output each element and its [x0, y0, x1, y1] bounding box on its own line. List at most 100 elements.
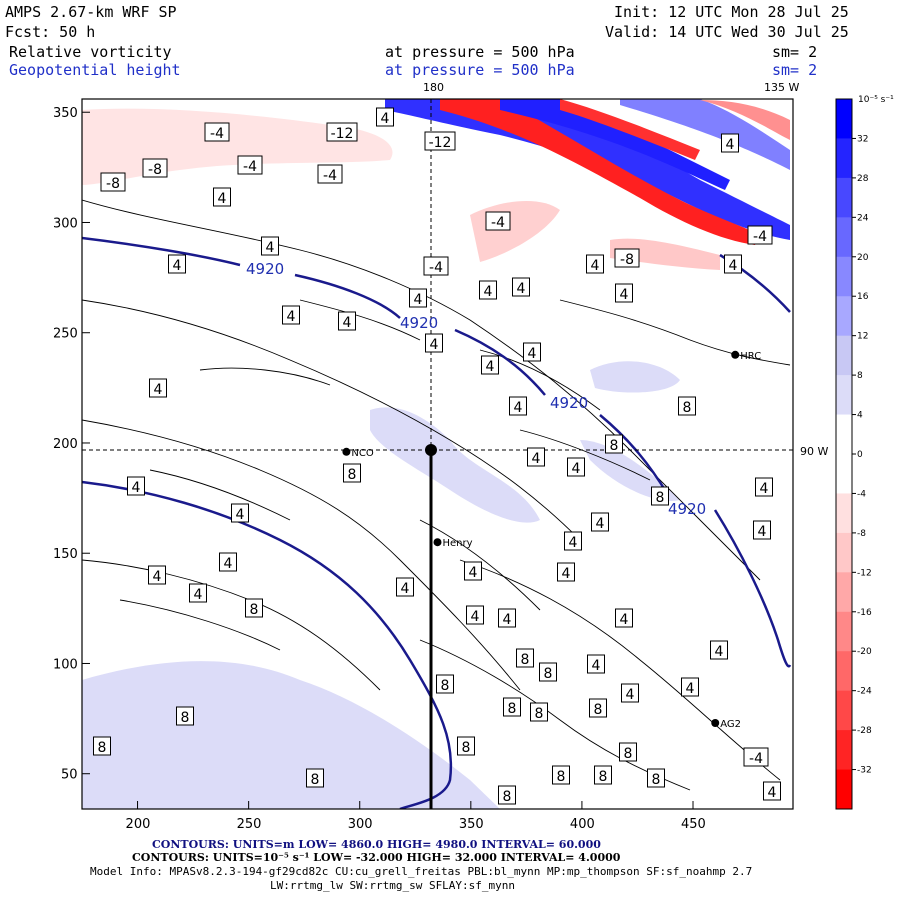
svg-text:4: 4: [218, 191, 227, 207]
svg-text:-4: -4: [749, 751, 763, 767]
colorbar-segment: [836, 454, 852, 494]
svg-text:8: 8: [250, 602, 259, 618]
svg-text:8: 8: [311, 772, 320, 788]
svg-text:4: 4: [343, 315, 352, 331]
footer-model-info: Model Info: MPASv8.2.3-194-gf29cd82c CU:…: [90, 865, 753, 878]
contour-value-box: 8: [619, 742, 637, 762]
contour-value-box: 8: [245, 598, 263, 618]
vorticity-band-pink: [700, 100, 790, 140]
valid-time: Valid: 14 UTC Wed 30 Jul 25: [605, 23, 849, 41]
contour-value-box: -8: [142, 158, 168, 178]
colorbar-tick-label: -12: [857, 568, 872, 578]
height-label: 4920: [400, 314, 438, 332]
svg-text:8: 8: [557, 769, 566, 785]
contour-value-box: 4: [509, 396, 527, 416]
svg-text:4: 4: [401, 581, 410, 597]
contour-value-box: -4: [485, 211, 511, 231]
contour-value-box: 8: [93, 736, 111, 756]
contour-label-boxes: -4 -12-124-8-8-4-44-444 -4 -84 4-444 4 4 44 4444…: [93, 107, 781, 805]
svg-text:8: 8: [656, 490, 665, 506]
svg-text:4: 4: [729, 258, 738, 274]
colorbar-segment: [836, 99, 852, 139]
contour-value-box: 4: [681, 677, 699, 697]
svg-text:4: 4: [414, 292, 423, 308]
x-tick-label: 200: [126, 817, 151, 832]
svg-text:4: 4: [562, 566, 571, 582]
contour-value-box: -4: [237, 155, 263, 175]
contour-value-box: 8: [651, 486, 669, 506]
svg-text:4: 4: [484, 284, 493, 300]
contour-value-box: -8: [100, 172, 126, 192]
svg-text:4: 4: [760, 481, 769, 497]
contour-value-box: -12: [424, 131, 456, 151]
field1-level: at pressure = 500 hPa: [385, 43, 575, 61]
svg-text:4: 4: [287, 309, 296, 325]
field1-name: Relative vorticity: [9, 43, 172, 61]
svg-text:4: 4: [469, 565, 478, 581]
colorbar-tick-label: 32: [857, 134, 868, 144]
field2-name: Geopotential height: [9, 61, 181, 79]
colorbar-tick-label: 12: [857, 332, 868, 342]
svg-text:4: 4: [236, 507, 245, 523]
contour-value-box: 8: [436, 674, 454, 694]
svg-text:4: 4: [486, 359, 495, 375]
svg-text:4: 4: [569, 535, 578, 551]
contour-value-box: 8: [498, 785, 516, 805]
footer-model-info-2: LW:rrtmg_lw SW:rrtmg_sw SFLAY:sf_mynn: [270, 879, 516, 892]
forecast-hour: Fcst: 50 h: [5, 23, 96, 41]
vorticity-band-red: [440, 99, 760, 245]
contour-value-box: 4: [168, 254, 186, 274]
svg-text:8: 8: [624, 746, 633, 762]
svg-text:4: 4: [768, 785, 777, 801]
y-tick-label: 250: [53, 327, 78, 342]
contour-value-box: 4: [557, 562, 575, 582]
colorbar-tick-label: 4: [857, 411, 863, 421]
contour-value-box: 4: [464, 561, 482, 581]
svg-text:-4: -4: [243, 159, 257, 175]
y-tick-label: 50: [61, 768, 78, 783]
contour-value-box: 4: [567, 457, 585, 477]
init-time: Init: 12 UTC Mon 28 Jul 25: [614, 3, 849, 21]
contour-value-box: 8: [343, 463, 361, 483]
height-labels: 4920 4920 4920 4920: [246, 260, 706, 518]
contour-value-box: 4: [755, 477, 773, 497]
field1-smoothing: sm= 2: [772, 43, 818, 61]
height-label: 4920: [550, 394, 588, 412]
svg-text:-4: -4: [323, 168, 337, 184]
contour-value-box: 4: [481, 355, 499, 375]
svg-text:8: 8: [441, 678, 450, 694]
y-tick-label: 150: [53, 547, 78, 562]
colorbar-tick-label: -20: [857, 647, 872, 657]
colorbar-tick-label: 20: [857, 253, 869, 263]
svg-text:4: 4: [620, 612, 629, 628]
colorbar-tick-label: -4: [857, 489, 866, 499]
svg-text:8: 8: [652, 772, 661, 788]
contour-value-box: 8: [516, 648, 534, 668]
contour-value-box: 4: [261, 236, 279, 256]
height-label: 4920: [246, 260, 284, 278]
contour-value-box: 4: [527, 447, 545, 467]
y-tick-label: 200: [53, 437, 78, 452]
contour-value-box: 4: [127, 476, 145, 496]
svg-text:4: 4: [686, 681, 695, 697]
svg-text:8: 8: [599, 769, 608, 785]
contour-value-box: 8: [503, 697, 521, 717]
svg-text:-8: -8: [148, 162, 162, 178]
x-axis: 200 250 300 350 400 450: [126, 801, 706, 832]
svg-text:8: 8: [98, 740, 107, 756]
contour-value-box: 4: [564, 531, 582, 551]
x-tick-label: 400: [570, 817, 595, 832]
contour-value-box: 4: [591, 512, 609, 532]
colorbar-segment: [836, 335, 852, 376]
x-tick-label: 250: [237, 817, 262, 832]
vorticity-area-center: [370, 407, 540, 523]
svg-text:8: 8: [683, 400, 692, 416]
contour-value-box: 4: [724, 254, 742, 274]
vorticity-area-southwest: [82, 661, 500, 809]
field2-smoothing: sm= 2: [772, 61, 818, 79]
center-marker: [425, 444, 437, 456]
contour-value-box: 4: [396, 577, 414, 597]
colorbar-tick-label: -16: [857, 608, 872, 618]
contour-value-box: 8: [539, 662, 557, 682]
